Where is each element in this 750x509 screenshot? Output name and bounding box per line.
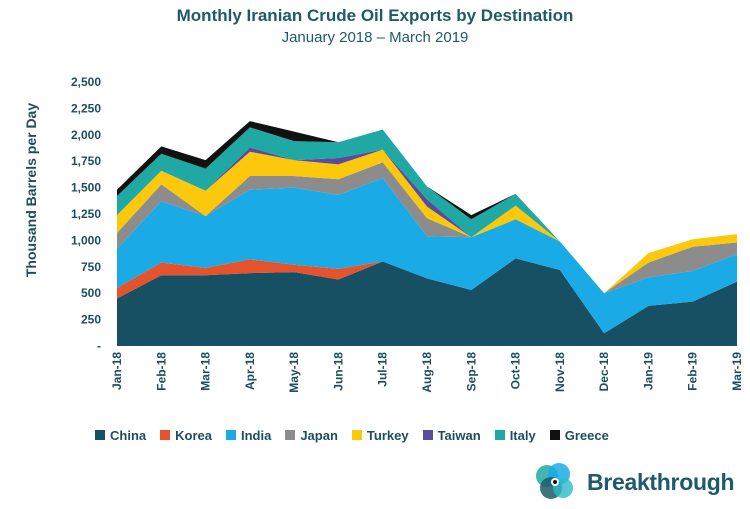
x-tick-label: Jun-18 (331, 352, 345, 391)
legend-item-india: India (225, 427, 272, 443)
x-tick-label: Apr-18 (243, 352, 257, 390)
legend-swatch (160, 430, 171, 440)
y-tick-label: 1,250 (71, 207, 101, 221)
legend-item-taiwan: Taiwan (422, 427, 481, 443)
legend-item-japan: Japan (285, 428, 338, 443)
x-tick-label: Feb-19 (686, 352, 700, 391)
y-tick-label: 750 (81, 260, 101, 274)
x-tick-label: Dec-18 (597, 352, 611, 392)
x-tick-label: Jan-18 (110, 352, 124, 390)
area-china (117, 258, 737, 346)
x-tick-label: Aug-18 (420, 352, 434, 393)
chart-subtitle: January 2018 – March 2019 (281, 29, 469, 46)
legend-swatch (95, 430, 105, 440)
area-korea (117, 258, 737, 334)
y-tick-label: 250 (81, 313, 101, 327)
y-tick-label: - (97, 339, 101, 353)
legend-swatch (351, 430, 362, 440)
chart-title: Monthly Iranian Crude Oil Exports by Des… (176, 6, 574, 25)
x-tick-label: Jul-18 (376, 352, 390, 387)
logo-text: Breakthrough (587, 468, 735, 495)
legend-item-china: China (95, 428, 146, 443)
y-tick-label: 2,000 (71, 128, 101, 142)
x-tick-label: Nov-18 (553, 352, 567, 392)
area-india (117, 178, 737, 334)
breakthrough-logo-icon (536, 463, 573, 499)
y-tick-label: 1,750 (71, 154, 101, 168)
y-tick-label: 1,000 (71, 233, 101, 247)
x-tick-label: Jan-19 (641, 352, 655, 390)
legend-label: Japan (300, 427, 338, 443)
legend-label: Italy (509, 427, 536, 443)
x-tick-label: Mar-18 (199, 352, 213, 391)
x-tick-label: Sep-18 (464, 352, 478, 392)
legend-swatch (422, 430, 433, 440)
y-tick-label: 500 (81, 286, 101, 300)
legend-swatch (494, 430, 505, 440)
legend-item-greece: Greece (549, 427, 609, 443)
legend-label: India (240, 427, 272, 443)
legend-swatch (549, 430, 560, 440)
y-tick-label: 2,500 (71, 75, 101, 89)
breakthrough-logo: Breakthrough (533, 462, 735, 502)
legend-swatch (225, 430, 236, 440)
legend-item-italy: Italy (494, 427, 536, 443)
legend-label: China (110, 427, 147, 443)
legend-swatch (285, 430, 296, 440)
legend-item-korea: Korea (160, 428, 212, 443)
y-tick-label: 1,500 (71, 181, 101, 195)
legend-label: Korea (175, 427, 212, 443)
legend-label: Taiwan (437, 427, 481, 443)
x-tick-label: Mar-19 (730, 352, 744, 391)
chart-legend: China Korea India Japan Turkey Taiwan Italy Gre… (95, 427, 609, 443)
legend-label: Greece (564, 427, 609, 443)
y-tick-label: 2,250 (71, 101, 101, 115)
area-japan (117, 162, 737, 294)
legend-item-turkey: Turkey (351, 427, 409, 443)
x-tick-label: May-18 (287, 352, 301, 393)
legend-label: Turkey (366, 427, 409, 443)
x-tick-label: Feb-18 (154, 352, 168, 391)
x-tick-label: Oct-18 (509, 352, 523, 390)
